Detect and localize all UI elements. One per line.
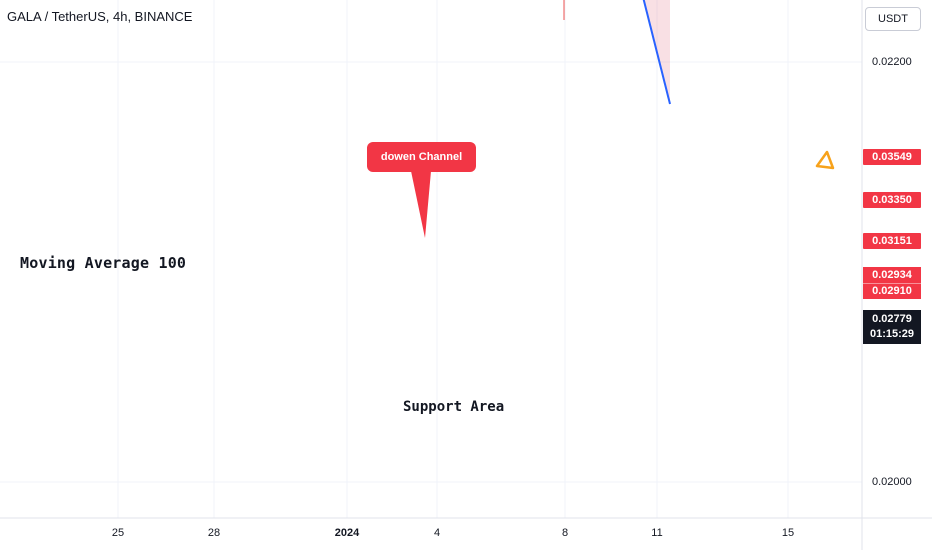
- projection-arrow-head: [815, 150, 835, 170]
- x-tick-label: 8: [561, 527, 569, 539]
- price-level-tag: 0.03151: [863, 233, 921, 249]
- y-tick-label: 0.02200: [872, 56, 912, 68]
- x-tick-label: 11: [651, 527, 663, 539]
- x-tick-label: 15: [781, 527, 795, 539]
- price-level-tag: 0.02910: [872, 285, 912, 297]
- moving-average-label: Moving Average 100: [20, 254, 187, 272]
- tag-separator: [863, 283, 921, 284]
- price-level-tag-group: 0.02934 0.02910: [863, 267, 921, 299]
- price-level-tag: 0.02934: [872, 269, 912, 281]
- price-level-tag: 0.03350: [863, 192, 921, 208]
- x-tick-label: 28: [207, 527, 221, 539]
- x-tick-label: 25: [111, 527, 125, 539]
- symbol-title: GALA / TetherUS, 4h, BINANCE: [7, 9, 193, 24]
- currency-button[interactable]: USDT: [865, 7, 921, 31]
- last-price-value: 0.02779: [872, 313, 912, 325]
- channel-callout: dowen Channel: [367, 142, 476, 172]
- support-area-label: Support Area: [403, 399, 505, 415]
- channel-fill-lower: [643, 0, 670, 104]
- x-tick-label: 4: [433, 527, 441, 539]
- bar-countdown: 01:15:29: [869, 328, 915, 340]
- channel-lower-line: [642, 0, 671, 105]
- last-price-tag: 0.02779 01:15:29: [863, 310, 921, 344]
- y-tick-label: 0.02000: [872, 476, 912, 488]
- callout-pointer: [411, 171, 431, 238]
- x-tick-label: 2024: [334, 527, 360, 539]
- price-level-tag: 0.03549: [863, 149, 921, 165]
